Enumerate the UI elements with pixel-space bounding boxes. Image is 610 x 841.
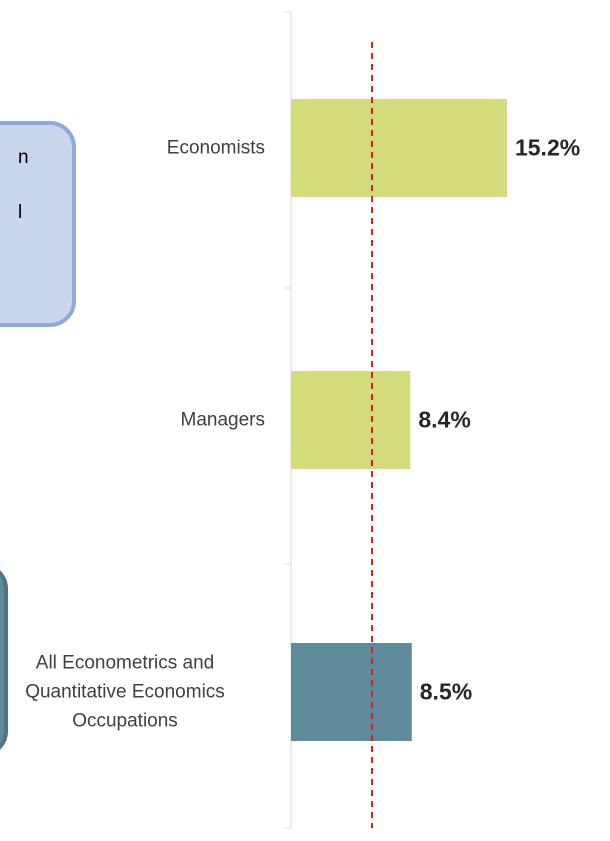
category-label-text: Economists [166, 137, 265, 159]
annotation: l [18, 202, 23, 223]
bar [291, 99, 507, 197]
annotation: n [18, 147, 29, 168]
category-label: All Econometrics and Quantitative Econom… [0, 649, 265, 736]
category-label: Managers [0, 406, 266, 435]
callout-box [0, 121, 76, 327]
value-label: 15.2% [514, 134, 581, 161]
bar [291, 371, 411, 469]
bar [291, 643, 412, 741]
category-label-text: Managers [180, 409, 266, 431]
category-label-text: All Econometrics and Quantitative Econom… [25, 652, 225, 732]
category-label: Economists [0, 134, 265, 163]
value-label: 8.4% [418, 406, 471, 433]
value-label: 8.5% [419, 678, 473, 705]
callout-box [0, 570, 8, 750]
